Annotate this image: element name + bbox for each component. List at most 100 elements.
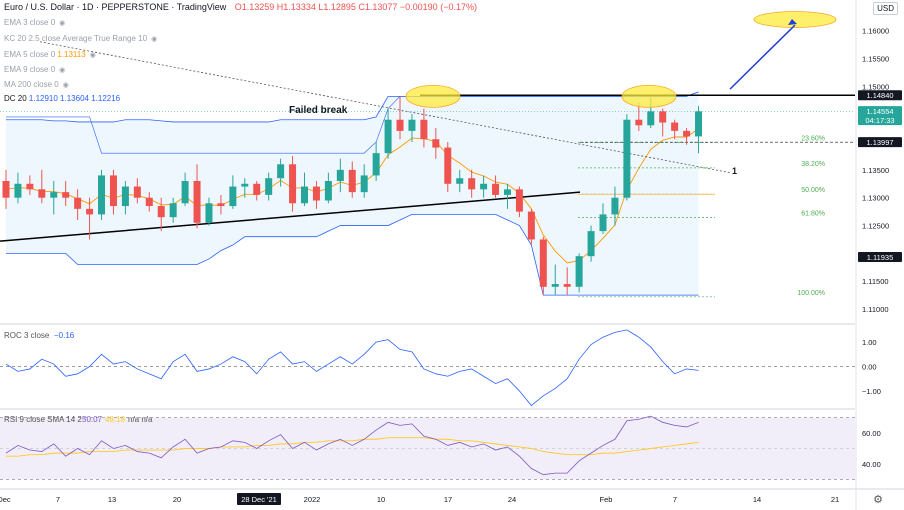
legend-label: DC 20 [4, 94, 27, 103]
candle-body [38, 189, 46, 198]
legend-label: EMA 5 close 0 [4, 50, 56, 59]
roc-value: −0.16 [54, 331, 75, 340]
time-tick: 28 Dec '21 [241, 495, 277, 504]
price-tick: 1.15000 [862, 82, 889, 91]
candle-body [563, 284, 571, 287]
price-badge-text: 1.11935 [867, 253, 894, 262]
candle-body [444, 147, 452, 184]
rsi-value: 50.07 [82, 415, 103, 424]
candle-body [492, 183, 500, 195]
candle-body [527, 211, 535, 240]
candle-body [157, 206, 165, 218]
roc-tick: 0.00 [862, 363, 877, 372]
fib-label: 38.20% [801, 161, 825, 168]
candle-body [98, 175, 106, 215]
time-tick: 24 [508, 495, 516, 504]
candle-body [229, 186, 237, 207]
price-tick: 1.11500 [862, 277, 889, 286]
legend-label: EMA 3 close 0 [4, 18, 56, 27]
candle-body [348, 169, 356, 193]
candle-body [420, 119, 428, 140]
candle-body [169, 203, 177, 218]
highlight-ellipse-left [405, 84, 461, 108]
candle-body [432, 139, 440, 148]
candle-body [336, 169, 344, 181]
candle-body [480, 183, 488, 190]
time-tick: 7 [56, 495, 60, 504]
donchian-upper [6, 91, 699, 154]
price-badge-text: 1.14554 [866, 107, 893, 116]
support-trendline [0, 191, 581, 242]
candle-body [587, 231, 595, 257]
time-tick: Dec [0, 495, 11, 504]
candle-body [109, 175, 117, 207]
candle-body [575, 256, 583, 287]
candle-body [217, 203, 225, 207]
fib-label: 23.60% [801, 135, 825, 142]
time-tick: 10 [377, 495, 385, 504]
arrow-head [788, 18, 797, 25]
candle-body [324, 180, 332, 201]
price-tick: 1.15500 [862, 54, 889, 63]
legend-row[interactable]: KC 20 2.5 close Average True Range 10 ◉ [4, 34, 163, 43]
price-badge [858, 252, 902, 263]
candle-body [396, 119, 404, 131]
candle-body [599, 214, 607, 232]
descending-trendline [39, 41, 731, 174]
roc-tick: 1.00 [862, 338, 877, 347]
fib-label: 100.00% [797, 290, 825, 297]
legend-row[interactable]: DC 20 1.12910 1.13604 1.12216 [4, 94, 120, 103]
candle-body [2, 180, 10, 198]
rsi-tick: 60.00 [862, 429, 881, 438]
candle-body [312, 186, 320, 201]
legend-row[interactable]: MA 200 close 0 ◉ [4, 80, 75, 89]
candle-body [265, 178, 273, 195]
time-tick: 2022 [304, 495, 321, 504]
chart-title-row: Euro / U.S. Dollar · 1D · PEPPERSTONE · … [4, 2, 477, 12]
time-tick: Feb [600, 495, 613, 504]
legend-row[interactable]: EMA 5 close 0 1.13113 ◉ [4, 50, 102, 59]
date-badge [237, 493, 281, 505]
rsi-na: n/a n/a [128, 415, 153, 424]
price-tick: 1.16000 [862, 27, 889, 36]
legend-label: MA 200 close 0 [4, 80, 59, 89]
candle-body [14, 183, 22, 198]
marker-1-label: 1 [732, 166, 737, 176]
candle-body [408, 119, 416, 131]
candle-body [121, 186, 129, 207]
candle-body [611, 197, 619, 215]
visibility-toggle-icon[interactable]: ◉ [151, 35, 158, 43]
candle-body [623, 119, 631, 198]
candle-body [62, 192, 70, 198]
rsi-sma-value: 48.18 [105, 415, 126, 424]
currency-selector[interactable]: USD [873, 2, 898, 15]
symbol-title[interactable]: Euro / U.S. Dollar · 1D · PEPPERSTONE · … [4, 2, 227, 12]
legend-row[interactable]: EMA 3 close 0 ◉ [4, 18, 71, 27]
candle-body [289, 164, 297, 204]
fib-label: 50.00% [801, 187, 825, 194]
roc-label: ROC 3 close [4, 331, 50, 340]
visibility-toggle-icon[interactable]: ◉ [89, 51, 96, 59]
time-tick: 21 [831, 495, 839, 504]
candle-body [515, 189, 523, 212]
target-arrow [729, 24, 796, 90]
candle-body [551, 284, 559, 287]
visibility-toggle-icon[interactable]: ◉ [59, 66, 66, 74]
time-tick: 20 [173, 495, 181, 504]
price-badge-text: 1.13997 [866, 138, 893, 147]
price-badge [858, 106, 902, 117]
price-badge [858, 90, 902, 101]
legend-row[interactable]: EMA 9 close 0 ◉ [4, 65, 71, 74]
settings-icon[interactable]: ⚙ [873, 494, 883, 506]
candle-body [503, 189, 511, 195]
visibility-toggle-icon[interactable]: ◉ [62, 81, 69, 89]
candle-body [647, 111, 655, 126]
candle-body [671, 122, 679, 131]
visibility-toggle-icon[interactable]: ◉ [59, 19, 66, 27]
price-tick: 1.13000 [862, 194, 889, 203]
candle-body [635, 119, 643, 126]
price-tick: 1.13500 [862, 166, 889, 175]
candle-body [26, 183, 34, 190]
candle-body [372, 153, 380, 176]
